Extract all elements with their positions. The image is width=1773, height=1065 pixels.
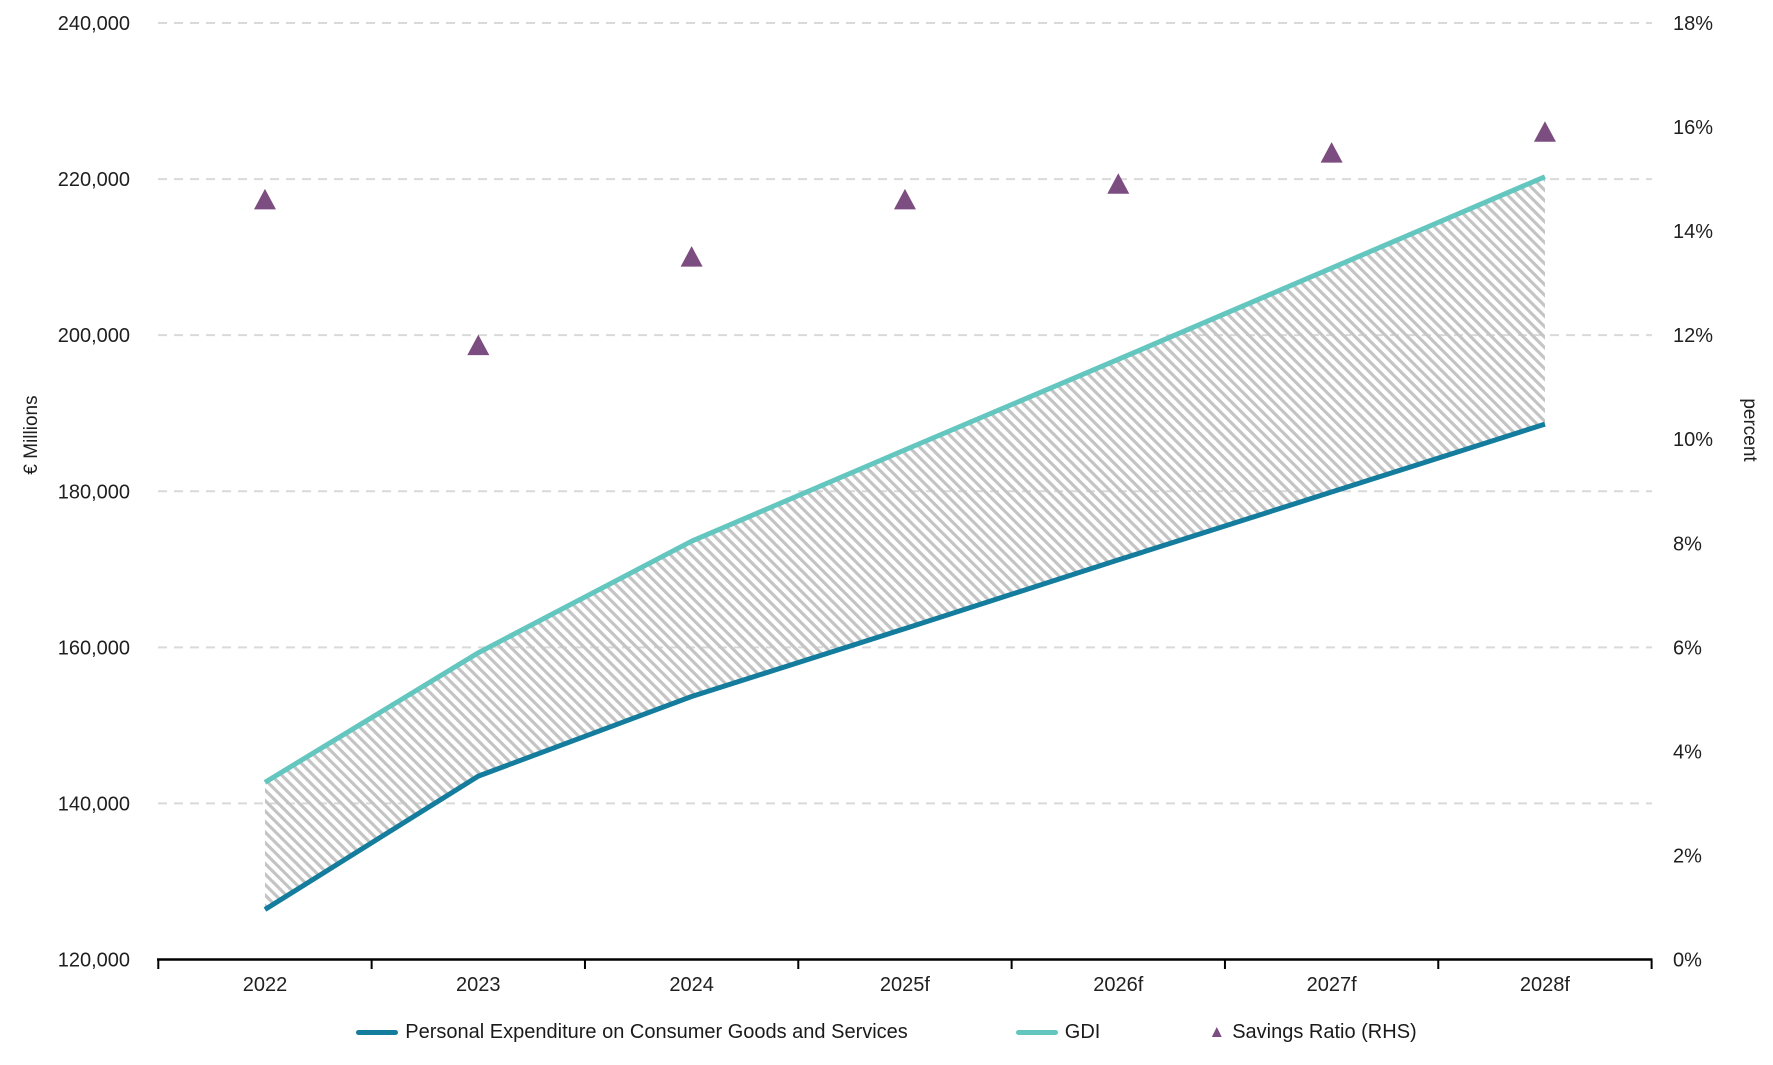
x-axis-label: 2025f	[880, 974, 930, 996]
x-axis-label: 2024	[669, 974, 714, 996]
pecgs-line	[263, 421, 1546, 912]
savings-ratio-marker	[680, 246, 703, 267]
legend-item-gdi: GDI	[1015, 1021, 1101, 1044]
gdi-line	[263, 174, 1546, 785]
left-axis-tick-label: 180,000	[58, 481, 130, 503]
left-axis-tick-label: 200,000	[58, 325, 130, 347]
savings-ratio-marker	[253, 188, 276, 210]
savings-ratio-marker	[467, 334, 490, 356]
right-axis-tick-label: 4%	[1673, 741, 1702, 763]
gap-band-hatch	[264, 176, 1545, 910]
x-axis-label: 2026f	[1093, 974, 1143, 996]
left-axis-tick-label: 240,000	[58, 13, 130, 35]
legend-item-personal-expenditure: Personal Expenditure on Consumer Goods a…	[356, 1021, 908, 1044]
left-axis-title: € Millions	[21, 395, 42, 475]
left-axis-tick-label: 140,000	[58, 793, 130, 815]
legend: Personal Expenditure on Consumer Goods a…	[0, 1021, 1773, 1044]
right-axis-tick-label: 12%	[1673, 325, 1713, 347]
right-axis-tick-label: 2%	[1673, 845, 1702, 867]
gdi-line-swatch-icon	[1015, 1030, 1058, 1035]
legend-label-gdi: GDI	[1064, 1021, 1101, 1043]
right-axis-tick-label: 14%	[1673, 221, 1713, 243]
savings-ratio-triangle-icon: ▲	[1208, 1022, 1226, 1041]
right-axis-tick-label: 0%	[1673, 950, 1702, 972]
savings-ratio-marker	[893, 188, 916, 210]
x-axis-label: 2023	[456, 974, 501, 996]
right-axis-tick-label: 10%	[1673, 429, 1713, 451]
x-axis-label: 2028f	[1520, 974, 1570, 996]
savings-ratio-marker	[1320, 142, 1343, 163]
legend-label-personal-expenditure: Personal Expenditure on Consumer Goods a…	[405, 1021, 908, 1043]
legend-label-savings-ratio: Savings Ratio (RHS)	[1232, 1021, 1417, 1043]
legend-item-savings-ratio: ▲ Savings Ratio (RHS)	[1208, 1021, 1416, 1044]
savings-ratio-marker	[1107, 173, 1130, 194]
right-axis-tick-label: 6%	[1673, 637, 1702, 659]
savings-ratio-marker	[1533, 121, 1556, 142]
right-axis-tick-label: 8%	[1673, 533, 1702, 555]
left-axis-tick-label: 160,000	[58, 637, 130, 659]
x-axis-label: 2027f	[1307, 974, 1357, 996]
left-axis-tick-label: 220,000	[58, 169, 130, 191]
left-axis-tick-label: 120,000	[58, 950, 130, 972]
right-axis-title: percent	[1739, 398, 1760, 462]
right-axis-tick-label: 18%	[1673, 13, 1713, 35]
pecgs-line-swatch-icon	[356, 1030, 399, 1035]
x-axis-label: 2022	[243, 974, 288, 996]
right-axis-tick-label: 16%	[1673, 117, 1713, 139]
